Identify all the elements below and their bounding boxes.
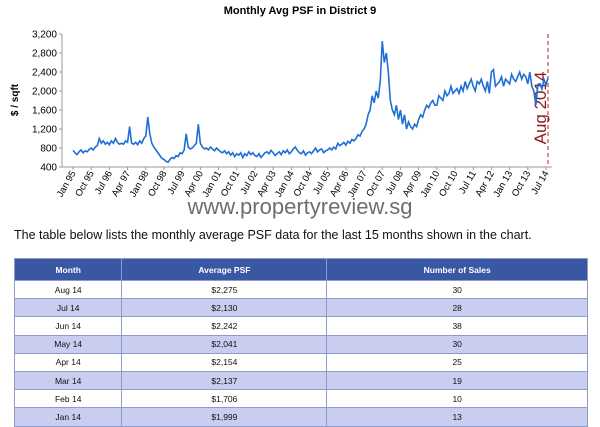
table-cell: Jun 14 <box>13 316 123 336</box>
description: The table below lists the monthly averag… <box>14 228 532 242</box>
table-cell: 19 <box>326 370 588 391</box>
table-row: Apr 14 $2,154 25 <box>13 352 588 372</box>
table-cell: Jul 14 <box>13 298 123 318</box>
line <box>72 41 549 164</box>
data-table: Month Average PSF Number of Sales Aug 14 $2… <box>13 258 588 427</box>
table-cell: 30 <box>326 334 588 354</box>
y-tick-label: 2,000 <box>32 87 57 98</box>
table-cell: Jan 14 <box>13 407 123 427</box>
table-cell: Feb 14 <box>13 389 123 409</box>
chart-title: Monthly Avg PSF in District 9 <box>224 5 377 17</box>
table-cell: 28 <box>326 298 588 318</box>
table-cell: Mar 14 <box>13 370 123 391</box>
y-tick-label: 1,200 <box>32 125 57 136</box>
table-cell: 25 <box>326 352 588 372</box>
y-tick-label: 2,800 <box>32 49 57 60</box>
y-tick-label: 400 <box>40 163 57 174</box>
y-tick-label: 1,600 <box>32 106 57 117</box>
table-cell: 30 <box>326 279 588 300</box>
chart: Monthly Avg PSF in District 9 $ / sqft A… <box>10 5 552 219</box>
y-axis-title: $ / sqft <box>10 83 21 116</box>
table-cell: $2,242 <box>121 316 328 336</box>
table-cell: $2,041 <box>121 334 328 354</box>
table-cell: Aug 14 <box>13 279 123 300</box>
table-row: Feb 14 $1,706 10 <box>13 389 588 409</box>
table-header: Month Average PSF Number of Sales <box>13 258 588 281</box>
y-tick-label: 3,200 <box>32 30 57 41</box>
column-header: Average PSF <box>121 258 328 281</box>
column-header: Number of Sales <box>326 258 588 281</box>
y-tick-label: 800 <box>40 144 57 155</box>
table-cell: Apr 14 <box>13 352 123 372</box>
table-cell: May 14 <box>13 334 123 354</box>
page: Monthly Avg PSF in District 9 $ / sqft A… <box>10 5 588 427</box>
table-cell: 10 <box>326 389 588 409</box>
annotation: Aug 2014 <box>531 72 550 145</box>
table-row: Aug 14 $2,275 30 <box>13 279 588 300</box>
table-row: Mar 14 $2,137 19 <box>13 370 588 391</box>
table-cell: $2,137 <box>121 370 328 391</box>
column-header: Month <box>13 258 123 281</box>
table-row: Jan 14 $1,999 13 <box>13 407 588 427</box>
table-cell: $2,130 <box>121 298 328 318</box>
table-cell: $1,999 <box>121 407 328 427</box>
table-cell: $2,154 <box>121 352 328 372</box>
table-row: Jun 14 $2,242 38 <box>13 316 588 336</box>
table-cell: $1,706 <box>121 389 328 409</box>
table-row: May 14 $2,041 30 <box>13 334 588 354</box>
table-row: Jul 14 $2,130 28 <box>13 298 588 318</box>
y-tick-label: 2,400 <box>32 68 57 79</box>
table-cell: 13 <box>326 407 588 427</box>
table-cell: 38 <box>326 316 588 336</box>
x-tick-label: Jul 14 <box>529 169 551 196</box>
watermark: www.propertyreview.sg <box>187 194 413 219</box>
table-cell: $2,275 <box>121 279 328 300</box>
